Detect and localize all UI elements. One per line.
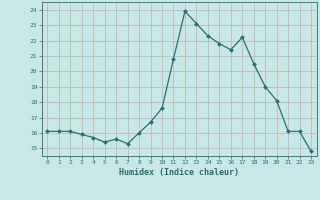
X-axis label: Humidex (Indice chaleur): Humidex (Indice chaleur) bbox=[119, 168, 239, 177]
